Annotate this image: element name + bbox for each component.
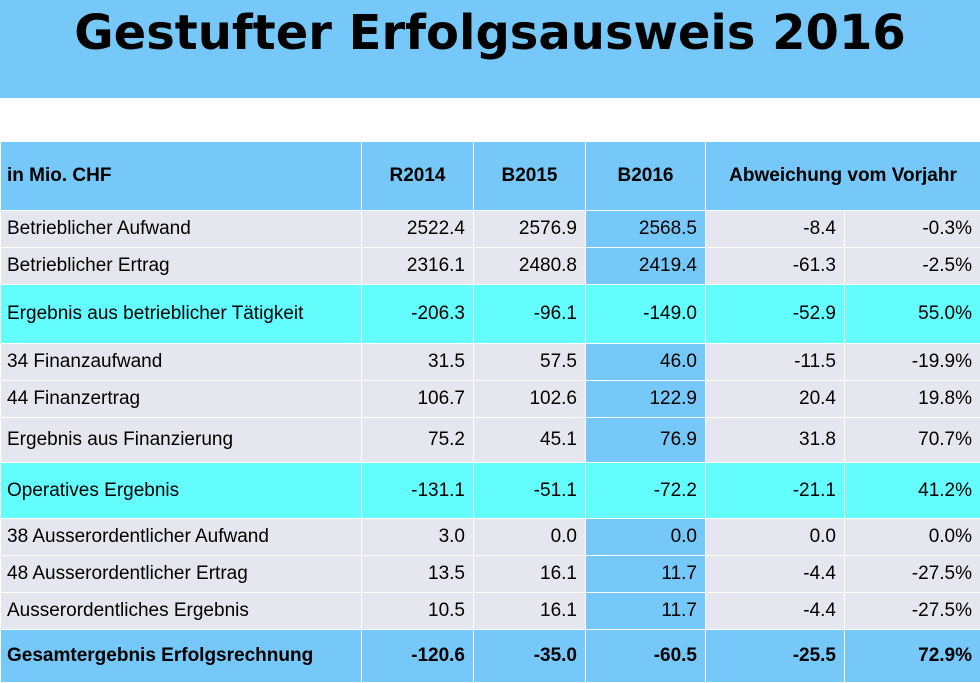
cell-b2016: -149.0 — [586, 285, 706, 344]
cell-deviation-pct: -2.5% — [845, 248, 980, 285]
table-row: Gesamtergebnis Erfolgsrechnung-120.6-35.… — [1, 630, 980, 683]
title-banner: Gestufter Erfolgsausweis 2016 — [0, 0, 980, 98]
row-label: 48 Ausserordentlicher Ertrag — [1, 556, 362, 593]
cell-b2016: 11.7 — [586, 593, 706, 630]
cell-b2015: -35.0 — [474, 630, 586, 683]
cell-deviation-abs: -8.4 — [706, 211, 845, 248]
row-label: 38 Ausserordentlicher Aufwand — [1, 519, 362, 556]
row-label: Betrieblicher Aufwand — [1, 211, 362, 248]
cell-deviation-pct: 55.0% — [845, 285, 980, 344]
cell-deviation-pct: -27.5% — [845, 556, 980, 593]
cell-b2016: 2568.5 — [586, 211, 706, 248]
cell-b2015: 102.6 — [474, 381, 586, 418]
income-statement-table: in Mio. CHF R2014 B2015 B2016 Abweichung… — [0, 141, 980, 683]
row-label: Gesamtergebnis Erfolgsrechnung — [1, 630, 362, 683]
cell-b2015: 2480.8 — [474, 248, 586, 285]
cell-b2016: -72.2 — [586, 463, 706, 519]
cell-r2014: 75.2 — [362, 418, 474, 463]
row-label: 44 Finanzertrag — [1, 381, 362, 418]
header-r2014: R2014 — [362, 142, 474, 211]
header-b2016: B2016 — [586, 142, 706, 211]
row-label: Ausserordentliches Ergebnis — [1, 593, 362, 630]
cell-deviation-abs: -61.3 — [706, 248, 845, 285]
cell-b2016: 11.7 — [586, 556, 706, 593]
cell-deviation-abs: -25.5 — [706, 630, 845, 683]
cell-deviation-abs: -4.4 — [706, 556, 845, 593]
cell-r2014: 10.5 — [362, 593, 474, 630]
cell-r2014: 13.5 — [362, 556, 474, 593]
header-unit: in Mio. CHF — [1, 142, 362, 211]
cell-r2014: -131.1 — [362, 463, 474, 519]
cell-b2015: 0.0 — [474, 519, 586, 556]
page-title: Gestufter Erfolgsausweis 2016 — [0, 0, 980, 64]
cell-deviation-abs: 0.0 — [706, 519, 845, 556]
cell-deviation-pct: -27.5% — [845, 593, 980, 630]
cell-deviation-pct: 70.7% — [845, 418, 980, 463]
cell-deviation-pct: 19.8% — [845, 381, 980, 418]
cell-b2015: 16.1 — [474, 593, 586, 630]
cell-b2015: 16.1 — [474, 556, 586, 593]
cell-b2016: 2419.4 — [586, 248, 706, 285]
cell-deviation-abs: -21.1 — [706, 463, 845, 519]
cell-deviation-pct: 72.9% — [845, 630, 980, 683]
cell-r2014: -206.3 — [362, 285, 474, 344]
cell-deviation-pct: 0.0% — [845, 519, 980, 556]
cell-b2016: 0.0 — [586, 519, 706, 556]
table-row: Ergebnis aus betrieblicher Tätigkeit-206… — [1, 285, 980, 344]
cell-b2015: 45.1 — [474, 418, 586, 463]
cell-deviation-abs: -52.9 — [706, 285, 845, 344]
table-header-row: in Mio. CHF R2014 B2015 B2016 Abweichung… — [1, 142, 980, 211]
cell-deviation-abs: 31.8 — [706, 418, 845, 463]
cell-b2015: 2576.9 — [474, 211, 586, 248]
row-label: Betrieblicher Ertrag — [1, 248, 362, 285]
cell-r2014: 2522.4 — [362, 211, 474, 248]
cell-deviation-pct: -19.9% — [845, 344, 980, 381]
header-deviation: Abweichung vom Vorjahr — [706, 142, 980, 211]
cell-deviation-pct: -0.3% — [845, 211, 980, 248]
cell-b2016: -60.5 — [586, 630, 706, 683]
cell-b2016: 122.9 — [586, 381, 706, 418]
cell-b2016: 46.0 — [586, 344, 706, 381]
cell-r2014: -120.6 — [362, 630, 474, 683]
cell-r2014: 31.5 — [362, 344, 474, 381]
cell-deviation-abs: -11.5 — [706, 344, 845, 381]
header-b2015: B2015 — [474, 142, 586, 211]
cell-b2015: -96.1 — [474, 285, 586, 344]
cell-b2015: 57.5 — [474, 344, 586, 381]
cell-r2014: 106.7 — [362, 381, 474, 418]
table-row: Operatives Ergebnis-131.1-51.1-72.2-21.1… — [1, 463, 980, 519]
row-label: Ergebnis aus Finanzierung — [1, 418, 362, 463]
cell-deviation-abs: 20.4 — [706, 381, 845, 418]
cell-deviation-abs: -4.4 — [706, 593, 845, 630]
row-label: Ergebnis aus betrieblicher Tätigkeit — [1, 285, 362, 344]
cell-b2016: 76.9 — [586, 418, 706, 463]
cell-r2014: 2316.1 — [362, 248, 474, 285]
row-label: 34 Finanzaufwand — [1, 344, 362, 381]
cell-r2014: 3.0 — [362, 519, 474, 556]
cell-b2015: -51.1 — [474, 463, 586, 519]
row-label: Operatives Ergebnis — [1, 463, 362, 519]
cell-deviation-pct: 41.2% — [845, 463, 980, 519]
